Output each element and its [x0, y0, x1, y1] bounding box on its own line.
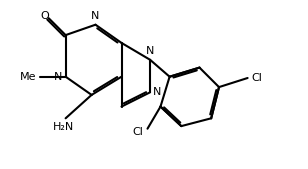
Text: H₂N: H₂N — [52, 122, 74, 132]
Text: N: N — [91, 11, 100, 21]
Text: N: N — [54, 72, 62, 82]
Text: Cl: Cl — [132, 127, 143, 137]
Text: Cl: Cl — [252, 73, 262, 83]
Text: N: N — [153, 87, 162, 97]
Text: N: N — [146, 46, 154, 56]
Text: O: O — [40, 11, 49, 21]
Text: Me: Me — [20, 72, 36, 82]
